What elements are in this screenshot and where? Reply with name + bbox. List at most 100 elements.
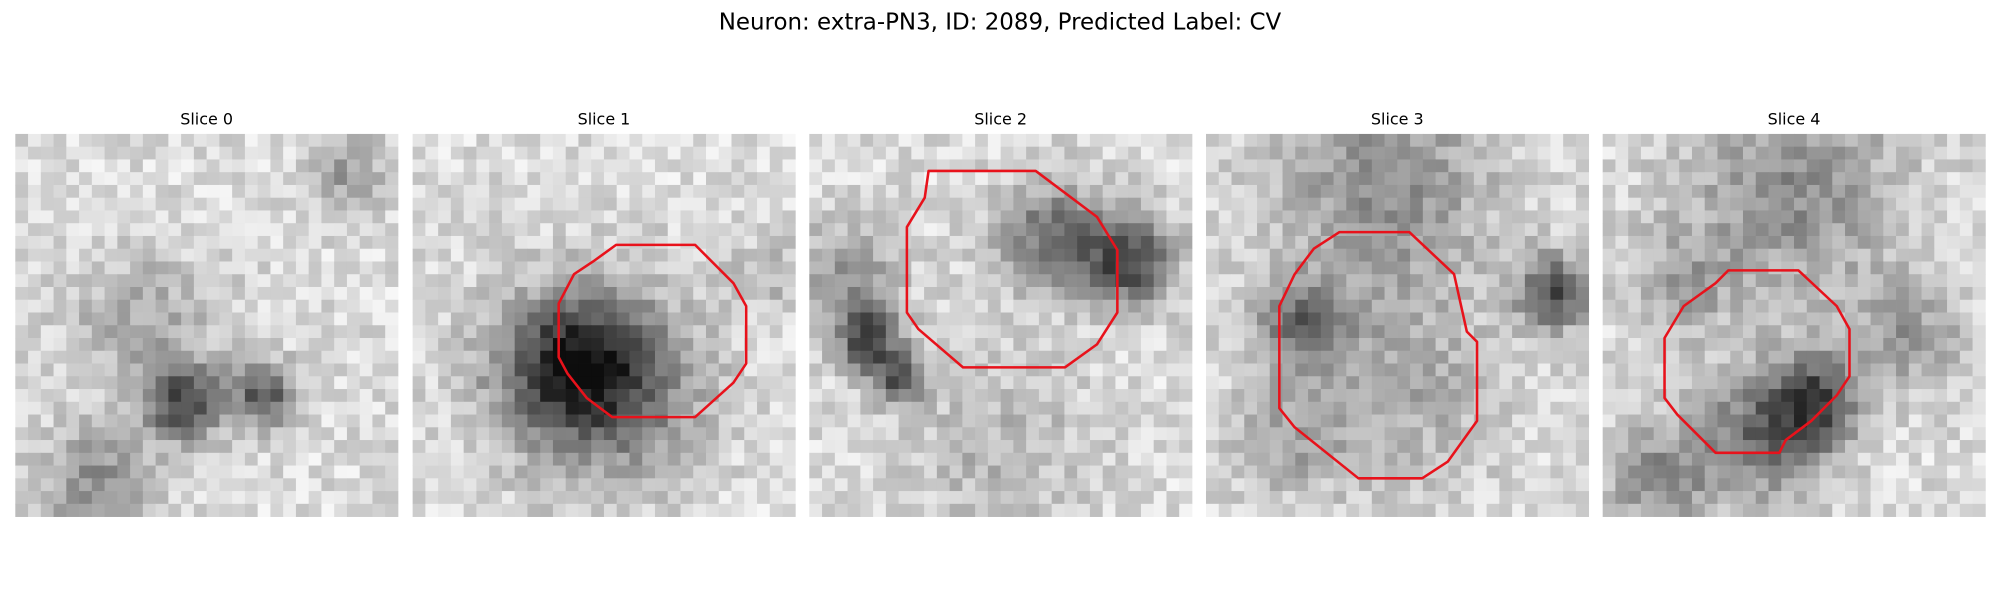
pixel xyxy=(1153,299,1167,313)
pixel xyxy=(53,197,67,211)
pixel xyxy=(142,389,156,403)
pixel xyxy=(1819,452,1833,466)
pixel xyxy=(667,452,681,466)
pixel xyxy=(642,350,656,364)
pixel xyxy=(181,299,195,313)
pixel xyxy=(1615,389,1629,403)
pixel xyxy=(1077,401,1091,415)
pixel xyxy=(1640,172,1655,186)
pixel xyxy=(1550,338,1564,352)
pixel xyxy=(168,363,182,377)
pixel xyxy=(40,286,54,301)
pixel xyxy=(1575,133,1590,148)
pixel xyxy=(642,274,656,288)
pixel xyxy=(1908,338,1922,352)
pixel xyxy=(257,376,271,390)
pixel xyxy=(834,261,848,275)
pixel xyxy=(705,184,720,199)
pixel xyxy=(769,146,783,160)
pixel xyxy=(1102,159,1116,173)
pixel xyxy=(308,133,322,148)
pixel xyxy=(1947,274,1961,288)
pixel xyxy=(769,274,783,288)
pixel xyxy=(1781,133,1795,148)
pixel xyxy=(1921,350,1935,364)
pixel xyxy=(1908,491,1922,505)
pixel xyxy=(1857,427,1871,441)
pixel xyxy=(1000,427,1014,441)
pixel xyxy=(501,338,516,352)
pixel xyxy=(911,172,925,186)
pixel xyxy=(885,427,899,441)
pixel xyxy=(1115,503,1129,517)
pixel xyxy=(15,184,29,199)
pixel xyxy=(1295,350,1309,364)
pixel xyxy=(1282,312,1296,326)
pixel xyxy=(1615,274,1629,288)
pixel xyxy=(769,184,783,199)
pixel xyxy=(334,197,348,211)
pixel xyxy=(1512,452,1526,466)
pixel xyxy=(66,440,80,454)
pixel xyxy=(181,363,195,377)
pixel xyxy=(1308,197,1322,211)
pixel xyxy=(359,440,373,454)
pixel xyxy=(1704,146,1718,160)
pixel xyxy=(885,299,899,313)
pixel xyxy=(1333,261,1347,275)
pixel xyxy=(206,235,220,250)
pixel xyxy=(308,325,322,339)
pixel xyxy=(654,503,669,517)
pixel xyxy=(1908,350,1922,364)
pixel xyxy=(385,133,399,148)
pixel xyxy=(616,338,630,352)
pixel xyxy=(1333,363,1347,377)
pixel xyxy=(1896,274,1910,288)
pixel xyxy=(1102,440,1116,454)
pixel xyxy=(540,491,554,505)
pixel xyxy=(782,274,796,288)
pixel xyxy=(1231,159,1245,173)
pixel xyxy=(1628,299,1642,313)
pixel xyxy=(91,389,105,403)
pixel xyxy=(552,159,567,173)
pixel xyxy=(1602,223,1616,237)
pixel xyxy=(219,261,233,275)
pixel xyxy=(1461,235,1475,250)
pixel xyxy=(591,235,605,250)
pixel xyxy=(782,184,796,199)
pixel xyxy=(1026,172,1040,186)
pixel xyxy=(1653,325,1667,339)
pixel xyxy=(616,452,630,466)
pixel xyxy=(782,172,796,186)
pixel xyxy=(1257,184,1271,199)
pixel xyxy=(155,184,169,199)
pixel xyxy=(1704,478,1718,492)
pixel xyxy=(1575,312,1590,326)
pixel xyxy=(1947,376,1961,390)
pixel xyxy=(873,299,887,313)
pixel xyxy=(385,389,399,403)
pixel xyxy=(705,248,720,262)
pixel xyxy=(1282,338,1296,352)
pixel xyxy=(898,248,912,262)
pixel xyxy=(1473,184,1487,199)
pixel xyxy=(232,261,246,275)
pixel xyxy=(769,248,783,262)
pixel xyxy=(1512,197,1526,211)
pixel xyxy=(782,427,796,441)
pixel xyxy=(501,223,516,237)
pixel xyxy=(578,478,592,492)
pixel xyxy=(757,376,771,390)
pixel xyxy=(1077,197,1091,211)
pixel xyxy=(1000,312,1014,326)
pixel xyxy=(206,299,220,313)
pixel xyxy=(1038,210,1053,224)
pixel xyxy=(346,210,361,224)
pixel xyxy=(1896,286,1910,301)
pixel xyxy=(40,478,54,492)
pixel xyxy=(1410,440,1424,454)
pixel xyxy=(1410,452,1424,466)
pixel xyxy=(731,235,745,250)
pixel xyxy=(463,286,477,301)
